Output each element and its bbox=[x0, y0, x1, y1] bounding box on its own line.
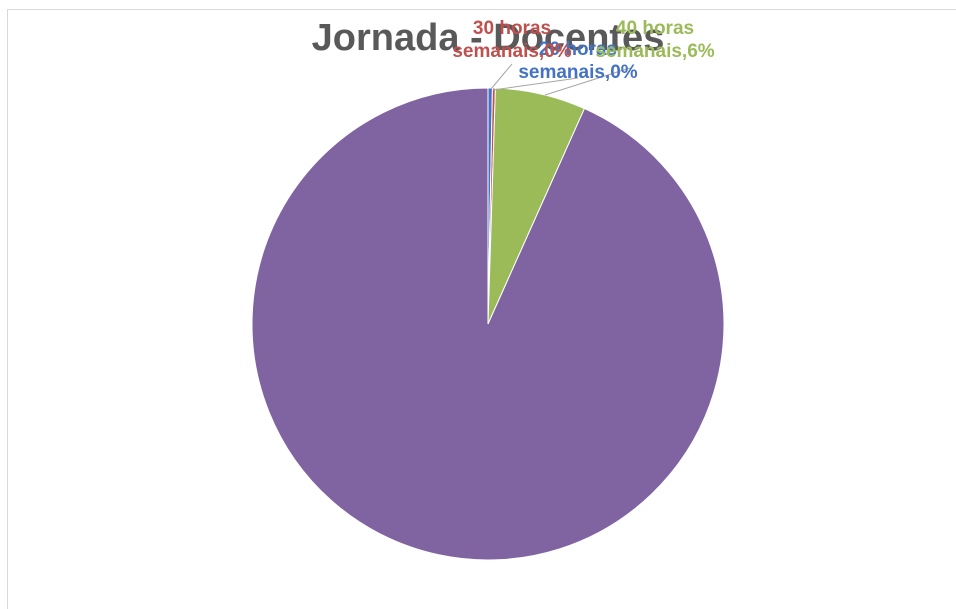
data-labels: 20 horas semanais,0%30 horas semanais,0%40… bbox=[452, 18, 714, 83]
leader-line-2 bbox=[544, 67, 631, 96]
pie-slices bbox=[251, 87, 725, 561]
leader-lines bbox=[490, 63, 631, 96]
data-label-category-0: 20 horas bbox=[539, 39, 617, 60]
leader-line-1 bbox=[490, 63, 513, 90]
data-label-1: 30 horas semanais,0% bbox=[452, 18, 571, 62]
data-label-category-1: 30 horas bbox=[473, 18, 551, 39]
data-label-value-2: semanais,6% bbox=[595, 41, 714, 62]
data-label-2: 40 horas semanais,6% bbox=[595, 18, 714, 62]
chart-title: Jornada - Docentes bbox=[312, 17, 665, 59]
chart-frame bbox=[7, 9, 956, 609]
data-label-category-2: 40 horas bbox=[616, 18, 694, 39]
leader-line-0 bbox=[492, 77, 579, 91]
data-label-value-1: semanais,0% bbox=[452, 41, 571, 62]
pie-chart: Jornada - Docentes 20 horas semanais,0%30… bbox=[251, 17, 725, 561]
data-label-0: 20 horas semanais,0% bbox=[518, 39, 637, 83]
pie-slice-3 bbox=[251, 87, 725, 561]
data-label-value-0: semanais,0% bbox=[518, 62, 637, 83]
